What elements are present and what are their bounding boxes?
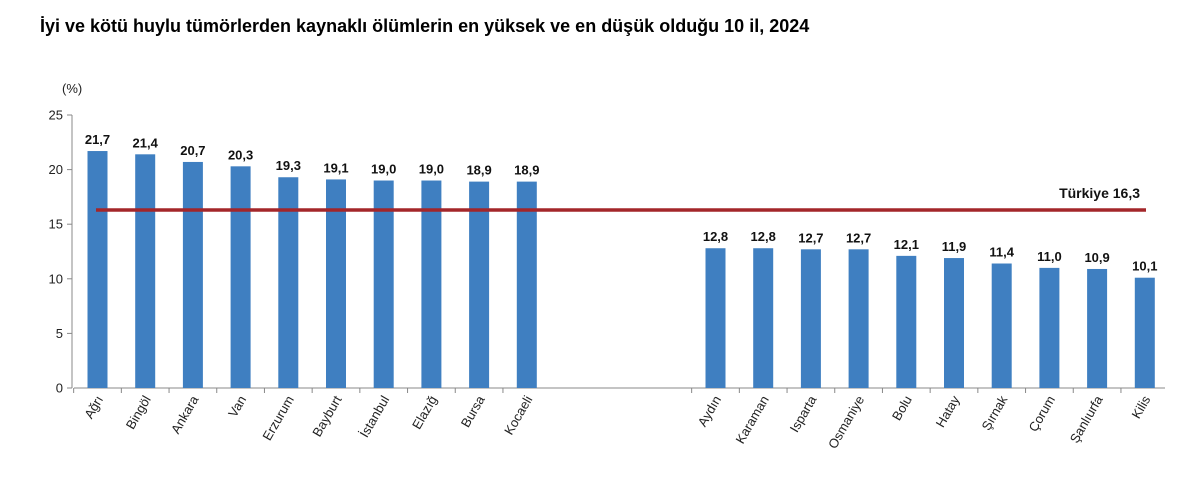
bar bbox=[1039, 267, 1060, 388]
x-tick-label: Bayburt bbox=[309, 393, 345, 440]
data-label: 10,1 bbox=[1132, 259, 1157, 274]
data-label: 20,7 bbox=[180, 143, 205, 158]
bar bbox=[278, 177, 299, 388]
y-tick-label: 15 bbox=[49, 217, 63, 232]
bar bbox=[516, 181, 537, 388]
bar bbox=[421, 180, 442, 388]
x-tick-label: Erzurum bbox=[259, 393, 297, 443]
bar bbox=[182, 161, 203, 388]
y-tick-label: 20 bbox=[49, 162, 63, 177]
x-tick-label: Bingöl bbox=[123, 393, 154, 432]
bar bbox=[373, 180, 394, 388]
data-label: 11,4 bbox=[989, 245, 1014, 260]
data-label: 21,7 bbox=[85, 132, 110, 147]
data-label: 10,9 bbox=[1084, 250, 1109, 265]
y-tick-label: 5 bbox=[56, 326, 63, 341]
bar bbox=[135, 154, 156, 388]
x-tick-label: Bolu bbox=[889, 393, 915, 423]
data-label: 18,9 bbox=[466, 163, 491, 178]
data-label: 19,3 bbox=[276, 158, 301, 173]
bar bbox=[800, 249, 821, 388]
data-label: 20,3 bbox=[228, 147, 253, 162]
data-label: 21,4 bbox=[133, 135, 159, 150]
x-tick-label: İstanbul bbox=[357, 393, 393, 440]
x-tick-label: Kilis bbox=[1128, 393, 1153, 422]
x-tick-label: Isparta bbox=[787, 392, 820, 435]
bar bbox=[326, 179, 346, 388]
y-tick-label: 0 bbox=[56, 381, 63, 396]
bar bbox=[896, 255, 917, 388]
x-tick-label: Van bbox=[225, 393, 249, 420]
data-label: 12,8 bbox=[703, 229, 728, 244]
data-label: 12,8 bbox=[751, 229, 776, 244]
data-label: 19,1 bbox=[323, 160, 348, 175]
bar bbox=[991, 263, 1012, 388]
data-label: 12,7 bbox=[846, 230, 871, 245]
data-label: 11,9 bbox=[942, 239, 967, 254]
chart-title: İyi ve kötü huylu tümörlerden kaynaklı ö… bbox=[40, 16, 810, 36]
bar bbox=[230, 166, 251, 388]
x-tick-label: Kocaeli bbox=[501, 393, 535, 438]
data-label: 12,7 bbox=[798, 230, 823, 245]
bar bbox=[753, 248, 774, 388]
data-label: 18,9 bbox=[514, 163, 539, 178]
bar bbox=[705, 248, 726, 388]
x-tick-label: Elazığ bbox=[409, 393, 440, 432]
data-label: 11,0 bbox=[1037, 249, 1062, 264]
bar bbox=[87, 151, 108, 388]
bars bbox=[87, 151, 1155, 388]
x-tick-label: Ankara bbox=[168, 392, 202, 436]
x-tick-label: Osmaniye bbox=[825, 393, 867, 451]
x-tick-label: Şırnak bbox=[979, 393, 1011, 433]
axes: 0 5 10 15 20 25 (%) bbox=[49, 81, 1165, 396]
bar bbox=[1134, 277, 1155, 388]
y-axis-label: (%) bbox=[62, 81, 82, 96]
data-label: 19,0 bbox=[419, 162, 444, 177]
y-tick-label: 10 bbox=[49, 271, 63, 286]
bar bbox=[848, 249, 869, 388]
bar bbox=[469, 181, 490, 388]
x-tick-label: Karaman bbox=[732, 393, 771, 446]
x-tick-label: Bursa bbox=[458, 392, 488, 430]
data-label: 19,0 bbox=[371, 162, 396, 177]
data-label: 12,1 bbox=[894, 237, 919, 252]
x-tick-label: Çorum bbox=[1025, 393, 1057, 434]
bar bbox=[944, 258, 964, 388]
x-tick-label: Aydın bbox=[695, 393, 724, 429]
reference-line-group: Türkiye 16,3 bbox=[96, 185, 1146, 212]
bar bbox=[1087, 268, 1108, 388]
reference-line-label: Türkiye 16,3 bbox=[1059, 185, 1140, 201]
x-tick-label: Hatay bbox=[933, 393, 963, 430]
y-tick-label: 25 bbox=[49, 108, 63, 123]
x-tick-label: Ağrı bbox=[81, 393, 106, 421]
x-tick-label: Şanlıurfa bbox=[1067, 392, 1106, 445]
